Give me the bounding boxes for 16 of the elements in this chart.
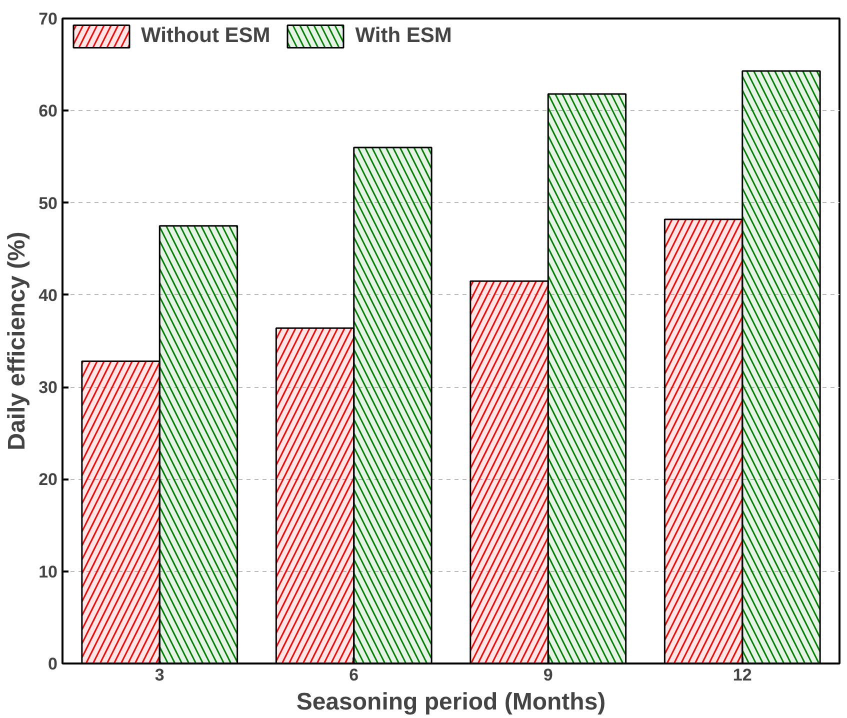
y-tick-label: 10: [38, 562, 58, 582]
legend-label: With ESM: [355, 24, 452, 48]
x-tick-label: 9: [543, 666, 553, 684]
y-tick-label: 20: [38, 470, 58, 490]
y-tick-label: 60: [38, 102, 58, 121]
y-tick-label: 40: [38, 286, 58, 305]
x-axis-title: Seasoning period (Months): [296, 688, 606, 716]
y-tick-label: 30: [38, 378, 58, 398]
legend-label: Without ESM: [141, 24, 270, 48]
y-tick-label: 50: [38, 194, 58, 213]
x-tick-label: 6: [349, 666, 359, 684]
y-tick-label: 0: [48, 654, 58, 674]
x-tick-label: 12: [732, 666, 752, 684]
y-axis-title: Daily efficiency (%): [4, 232, 31, 450]
y-tick-label: 70: [38, 10, 58, 28]
x-tick-label: 3: [154, 666, 164, 684]
